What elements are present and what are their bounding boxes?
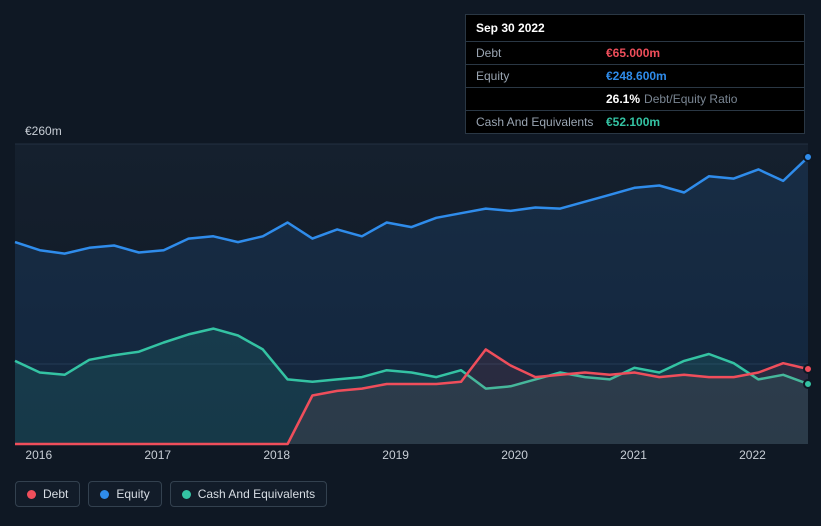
legend-label: Equity xyxy=(116,487,149,501)
tooltip-label-empty xyxy=(476,92,606,106)
tooltip-panel: Sep 30 2022 Debt €65.000m Equity €248.60… xyxy=(465,14,805,134)
tooltip-value: €65.000m xyxy=(606,46,794,60)
legend-dot-icon xyxy=(100,490,109,499)
xaxis-tick: 2017 xyxy=(144,448,171,462)
legend-item-cash[interactable]: Cash And Equivalents xyxy=(170,481,327,507)
tooltip-row-cash: Cash And Equivalents €52.100m xyxy=(466,111,804,133)
chart-area[interactable] xyxy=(15,144,808,444)
legend: Debt Equity Cash And Equivalents xyxy=(15,481,327,507)
tooltip-label: Cash And Equivalents xyxy=(476,115,606,129)
yaxis-label-top: €260m xyxy=(25,124,62,138)
legend-dot-icon xyxy=(27,490,36,499)
tooltip-row-debt: Debt €65.000m xyxy=(466,42,804,65)
xaxis-tick: 2019 xyxy=(382,448,409,462)
xaxis-tick: 2020 xyxy=(501,448,528,462)
xaxis: 2016 2017 2018 2019 2020 2021 2022 xyxy=(15,448,808,468)
end-marker-equity xyxy=(803,152,813,162)
xaxis-tick: 2016 xyxy=(25,448,52,462)
legend-item-equity[interactable]: Equity xyxy=(88,481,161,507)
legend-dot-icon xyxy=(182,490,191,499)
legend-label: Cash And Equivalents xyxy=(198,487,315,501)
tooltip-ratio: 26.1%Debt/Equity Ratio xyxy=(606,92,794,106)
xaxis-tick: 2018 xyxy=(263,448,290,462)
xaxis-tick: 2021 xyxy=(620,448,647,462)
tooltip-row-equity: Equity €248.600m xyxy=(466,65,804,88)
end-marker-debt xyxy=(803,364,813,374)
tooltip-row-ratio: 26.1%Debt/Equity Ratio xyxy=(466,88,804,111)
legend-item-debt[interactable]: Debt xyxy=(15,481,80,507)
tooltip-label: Debt xyxy=(476,46,606,60)
tooltip-value: €248.600m xyxy=(606,69,794,83)
xaxis-tick: 2022 xyxy=(739,448,766,462)
chart-svg xyxy=(15,144,808,444)
tooltip-label: Equity xyxy=(476,69,606,83)
end-marker-cash xyxy=(803,379,813,389)
legend-label: Debt xyxy=(43,487,68,501)
tooltip-date: Sep 30 2022 xyxy=(466,15,804,42)
tooltip-value: €52.100m xyxy=(606,115,794,129)
